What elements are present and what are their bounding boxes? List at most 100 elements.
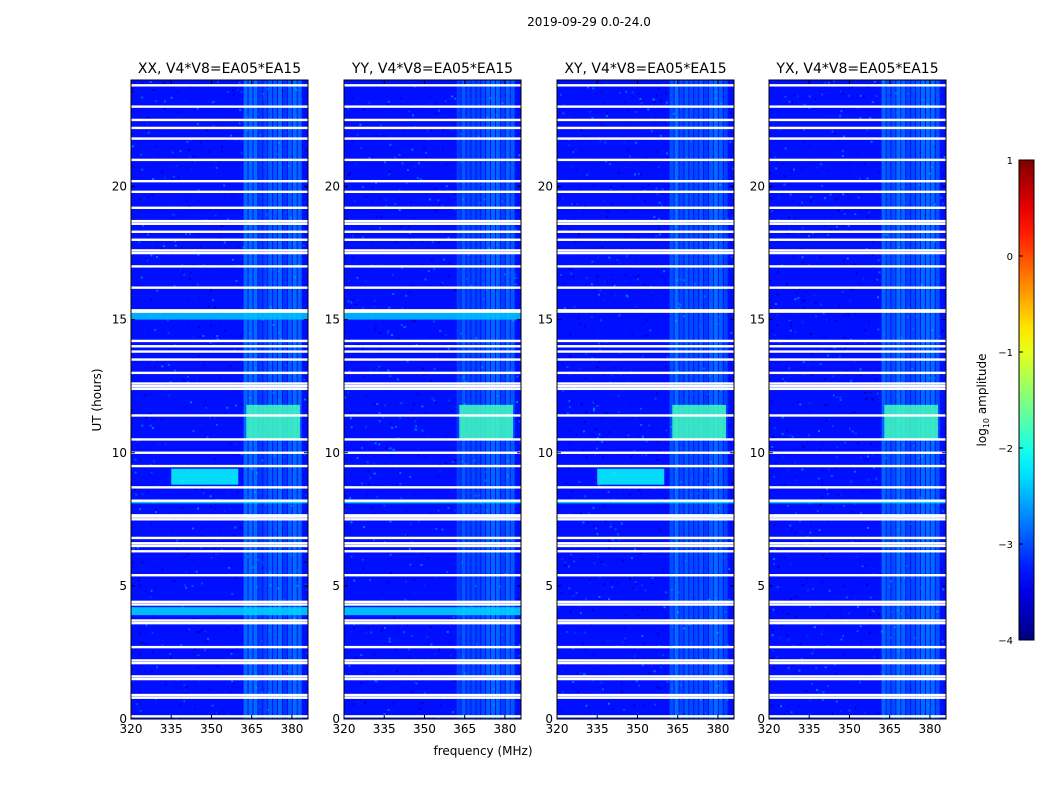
flagged-gap [131,251,308,255]
broadband-band [769,500,946,504]
rfi-column [481,80,486,719]
flagged-gap [769,451,946,454]
rfi-column [694,80,699,719]
rfi-burst [171,468,239,485]
colorbar-label: log10 amplitude [975,354,991,447]
flagged-gap [557,371,734,375]
flagged-gap [769,238,946,241]
flagged-gap [769,219,946,223]
y-tick-label: 0 [545,712,553,726]
heatmap-image [344,80,521,719]
flagged-gap [344,675,521,678]
flagged-gap [769,414,946,417]
flagged-gap [131,621,308,625]
flagged-gap [344,499,521,502]
heatmap-image [769,80,946,719]
rfi-column [500,80,505,719]
flagged-gap [131,265,308,268]
x-tick-label: 320 [758,722,781,736]
rfi-column [669,80,674,719]
rfi-column [886,80,891,719]
flagged-gap [769,105,946,108]
flagged-gap [131,249,308,252]
x-tick-label: 335 [373,722,396,736]
flagged-gap [344,515,521,518]
rfi-column [471,80,476,719]
rfi-column [708,80,713,719]
rfi-column [287,80,292,719]
flagged-gap [131,550,308,553]
flagged-gap [557,230,734,233]
flagged-gap [769,696,946,699]
rfi-column [292,80,297,719]
broadband-band [344,311,521,320]
flagged-gap [344,350,521,353]
y-tick-label: 10 [538,446,553,460]
flagged-gap [344,542,521,545]
panel-title: YX, V4*V8=EA05*EA15 [775,61,938,77]
colorbar-tick-label: 0 [1007,252,1013,263]
rfi-column [505,80,510,719]
flagged-gap [769,515,946,518]
flagged-gap [769,486,946,489]
colorbar-gradient [1018,159,1035,641]
colorbar-tick-label: −3 [998,540,1013,551]
flagged-gap [769,230,946,233]
flagged-gap [557,621,734,625]
flagged-gap [557,661,734,665]
rfi-column [278,80,282,719]
flagged-gap [557,126,734,130]
rfi-column [268,80,273,719]
flagged-gap [557,645,734,649]
flagged-gap [131,219,308,223]
flagged-gap [557,659,734,662]
y-tick-label: 20 [112,180,127,194]
flagged-gap [131,158,308,162]
flagged-gap [557,310,734,313]
flagged-gap [131,238,308,241]
flagged-gap [344,536,521,540]
flagged-gap [769,619,946,622]
flagged-gap [131,499,308,502]
y-tick-label: 10 [325,446,340,460]
y-tick-label: 5 [332,579,340,593]
flagged-gap [769,179,946,183]
rfi-column [273,80,278,719]
y-tick-label: 15 [750,313,765,327]
flagged-gap [557,518,734,521]
rfi-column [263,80,268,719]
colorbar-tick-label: −2 [998,444,1013,455]
y-tick-label: 0 [757,712,765,726]
y-tick-label: 10 [750,446,765,460]
x-tick-label: 380 [493,722,516,736]
panel-title: XX, V4*V8=EA05*EA15 [138,61,301,77]
rfi-column [901,80,906,719]
flagged-gap [769,84,946,87]
flagged-gap [557,137,734,140]
rfi-column [674,80,679,719]
flagged-gap [131,118,308,122]
flagged-gap [769,387,946,391]
rfi-column [461,80,466,719]
flagged-gap [131,206,308,209]
flagged-gap [131,464,308,468]
flagged-gap [131,542,308,545]
flagged-gap [769,251,946,255]
flagged-gap [557,219,734,223]
flagged-gap [769,645,946,649]
rfi-column [456,80,461,719]
flagged-gap [557,384,734,388]
flagged-gap [131,137,308,140]
flagged-gap [131,84,308,87]
flagged-gap [344,339,521,343]
rfi-column [689,80,694,719]
flagged-gap [344,222,521,225]
flagged-gap [769,249,946,252]
flagged-gap [557,544,734,548]
flagged-gap [344,518,521,521]
flagged-gap [769,550,946,553]
flagged-gap [344,619,521,622]
y-tick-label: 15 [112,313,127,327]
flagged-gap [344,286,521,289]
x-tick-label: 335 [586,722,609,736]
